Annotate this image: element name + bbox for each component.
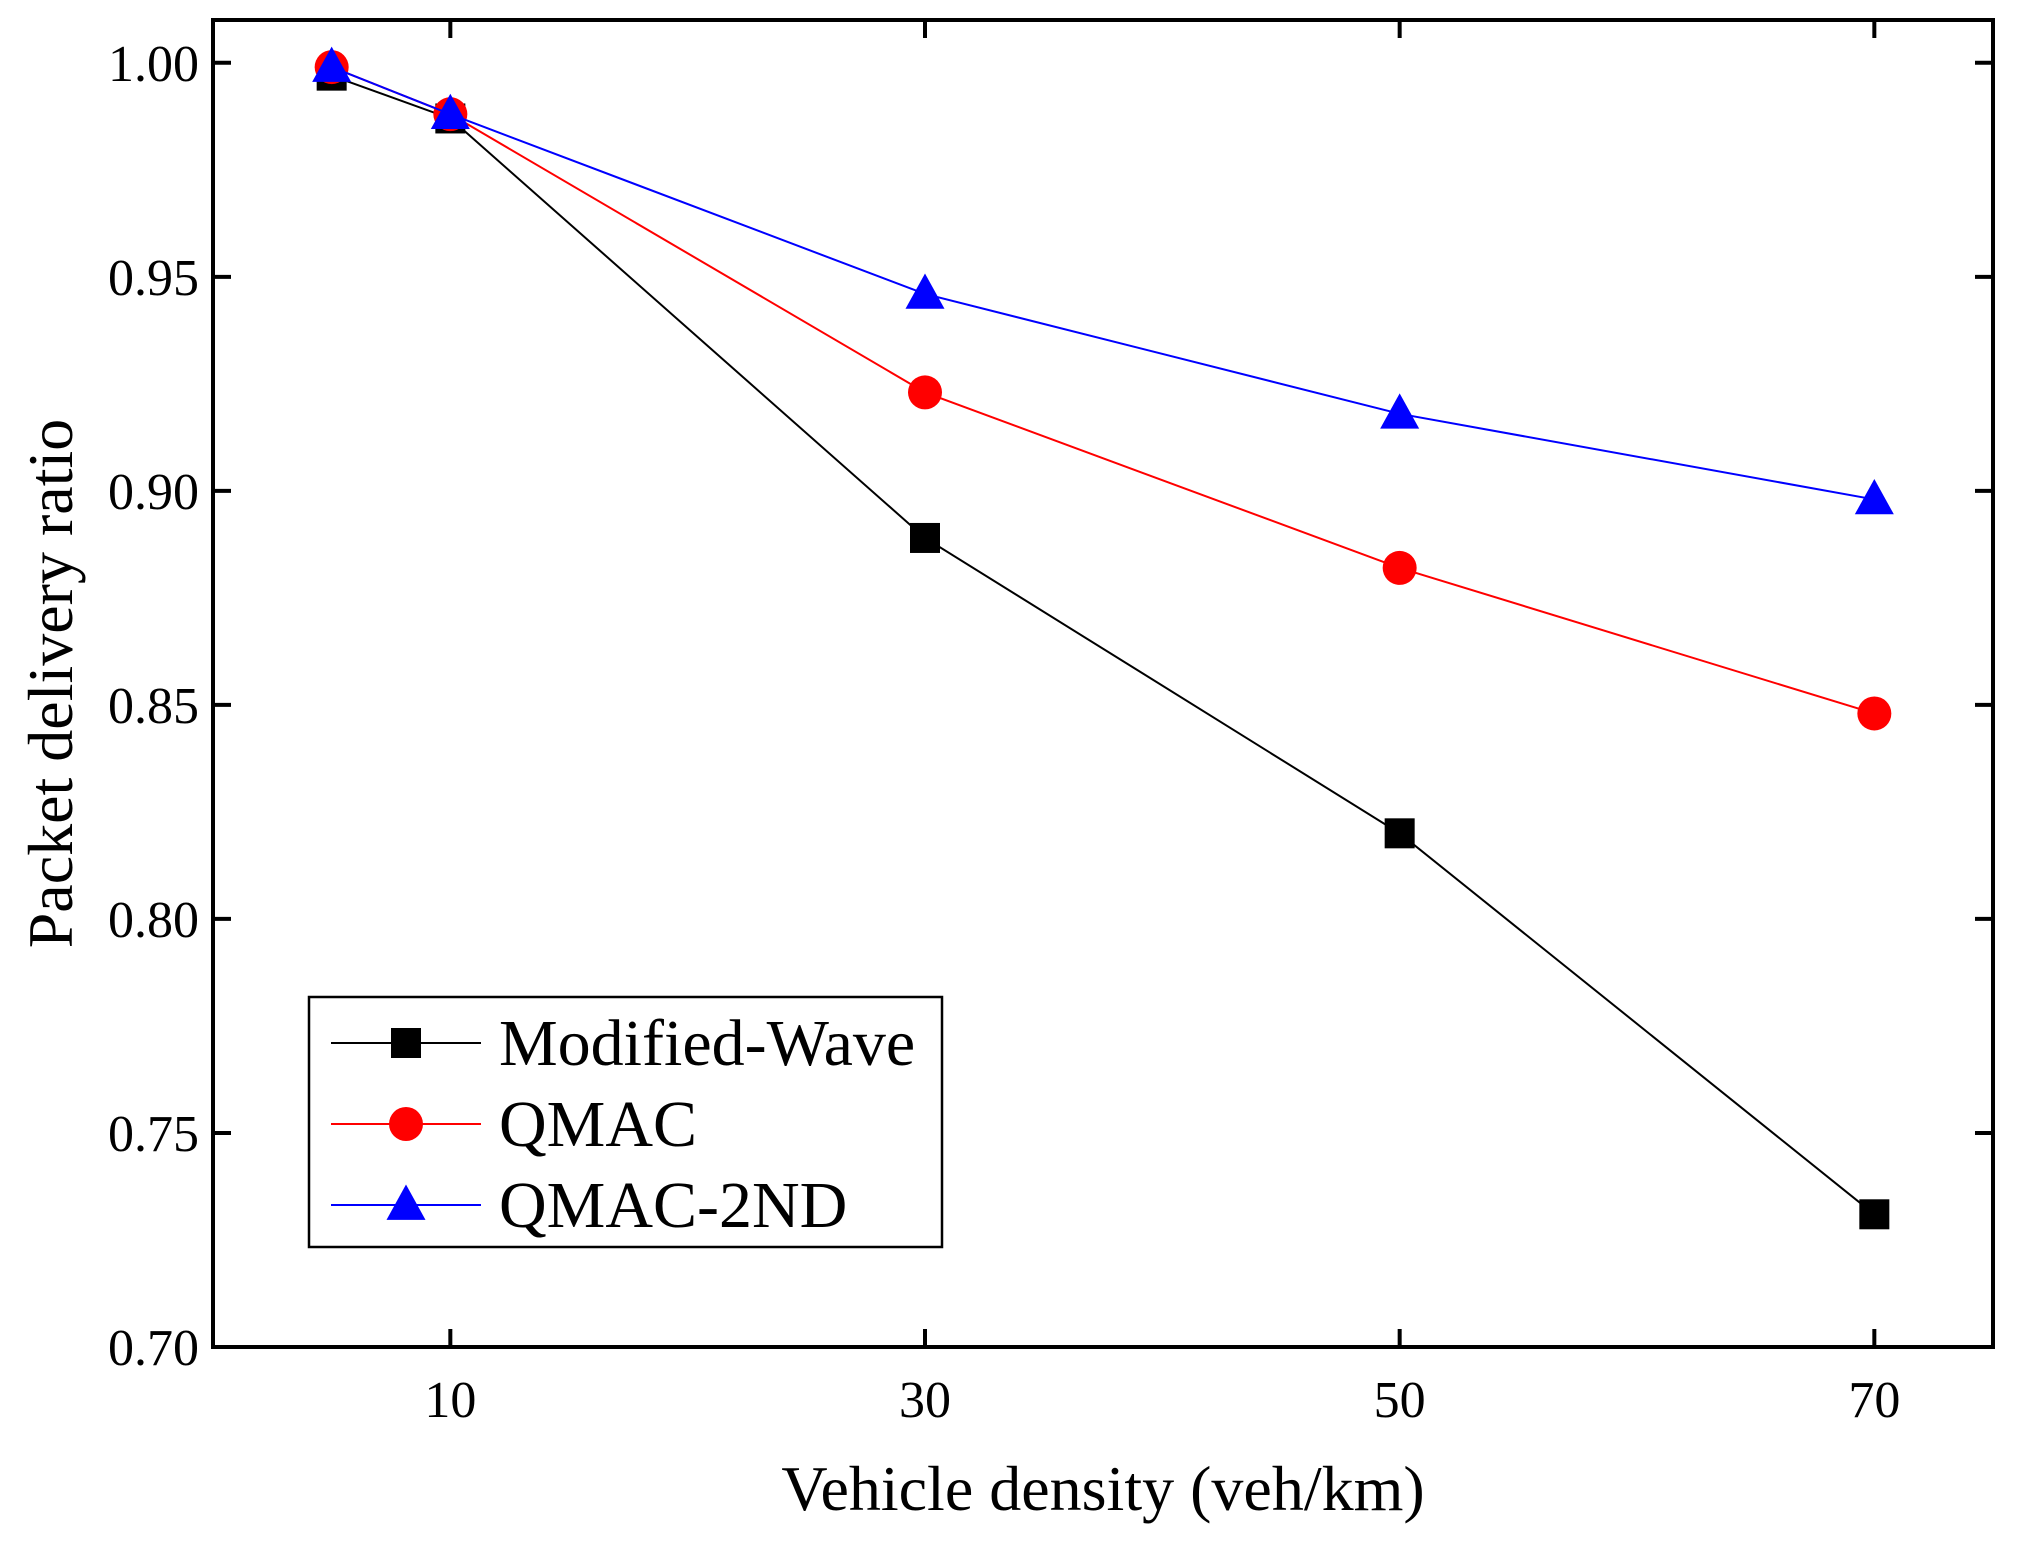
- y-tick-label: 0.70: [108, 1320, 199, 1377]
- x-tick-label: 10: [424, 1372, 476, 1429]
- y-tick-label: 0.95: [108, 250, 199, 307]
- legend-label: QMAC: [499, 1088, 697, 1161]
- legend-item-modified-wave: Modified-Wave: [331, 1007, 915, 1080]
- legend-items: Modified-Wave QMAC QMAC-2ND: [331, 1007, 915, 1242]
- legend-marker-modified-wave: [391, 1028, 421, 1058]
- legend-marker-qmac-2nd: [386, 1184, 426, 1220]
- legend-item-qmac: QMAC: [331, 1088, 697, 1161]
- data-point-qmac-2nd: [312, 46, 352, 82]
- x-axis-title: Vehicle density (veh/km): [781, 1453, 1424, 1524]
- series-line-qmac: [331, 66, 1875, 715]
- data-point-modified-wave: [910, 522, 940, 553]
- data-point-modified-wave: [1384, 818, 1415, 849]
- x-tick-label: 50: [1374, 1372, 1426, 1429]
- legend-item-qmac-2nd: QMAC-2ND: [331, 1169, 847, 1242]
- plot-frame: [211, 18, 1995, 1349]
- data-point-qmac: [908, 375, 942, 410]
- legend-label: QMAC-2ND: [499, 1169, 847, 1242]
- data-point-modified-wave: [1859, 1199, 1890, 1230]
- series-line-qmac-2nd: [331, 66, 1875, 501]
- legend: Modified-Wave QMAC QMAC-2ND: [307, 995, 944, 1249]
- y-axis-title: Packet delivery ratio: [15, 419, 86, 949]
- series-layer: [312, 46, 1894, 1230]
- data-point-qmac: [1857, 696, 1892, 731]
- y-tick-label: 0.80: [108, 892, 199, 949]
- y-tick-label: 0.90: [108, 464, 199, 521]
- legend-marker-qmac: [389, 1107, 423, 1141]
- y-tick-label: 0.75: [108, 1106, 199, 1163]
- x-tick-label: 70: [1848, 1372, 1900, 1429]
- data-point-qmac-2nd: [1854, 478, 1894, 515]
- y-tick-label: 0.85: [108, 678, 199, 735]
- x-tick-label: 30: [899, 1372, 951, 1429]
- series-qmac-2nd: [312, 46, 1894, 515]
- ticks-layer: 10 30 50 70 0.70 0.75 0.80 0.85 0.90 0.95 1.00: [108, 20, 1993, 1429]
- legend-label: Modified-Wave: [499, 1007, 915, 1080]
- data-point-qmac-2nd: [905, 273, 945, 309]
- data-point-qmac-2nd: [1380, 393, 1420, 429]
- data-point-qmac-2nd: [430, 93, 470, 130]
- data-point-qmac: [1382, 550, 1417, 585]
- y-tick-label: 1.00: [108, 36, 199, 93]
